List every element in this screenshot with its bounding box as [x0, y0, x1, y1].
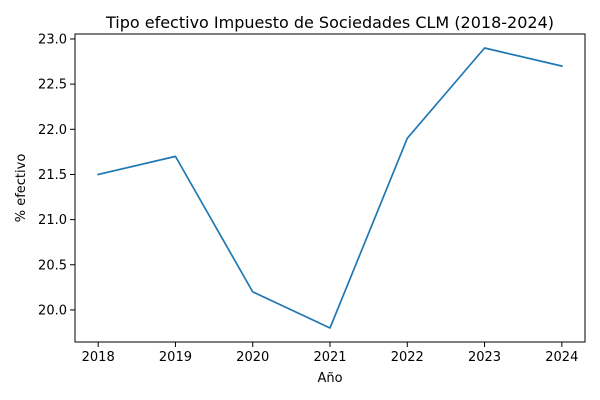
data-point-2023 [482, 45, 488, 51]
x-tick-label-2018: 2018 [82, 350, 115, 365]
data-point-2018 [95, 171, 101, 177]
data-point-2020 [250, 289, 256, 295]
data-point-2019 [172, 153, 178, 159]
y-tick-label-21.5: 21.5 [38, 168, 67, 183]
y-tick-label-20.5: 20.5 [38, 258, 67, 273]
y-axis-label: % efectivo [14, 154, 29, 223]
series-layer [95, 45, 565, 331]
x-tick-label-2022: 2022 [391, 350, 424, 365]
x-tick-label-2019: 2019 [159, 350, 192, 365]
x-tick-label-2024: 2024 [545, 350, 578, 365]
y-tick-label-23.0: 23.0 [38, 32, 67, 47]
x-tick-label-2023: 2023 [468, 350, 501, 365]
chart-title: Tipo efectivo Impuesto de Sociedades CLM… [105, 13, 554, 32]
x-tick-label-2021: 2021 [313, 350, 346, 365]
y-tick-label-21.0: 21.0 [38, 213, 67, 228]
x-axis-label: Año [317, 371, 342, 386]
data-point-2022 [404, 135, 410, 141]
y-tick-label-22.5: 22.5 [38, 78, 67, 93]
x-axis: 2018 2019 2020 2021 2022 2023 2024 [82, 342, 578, 365]
y-tick-label-22.0: 22.0 [38, 123, 67, 138]
series-line-0 [97, 47, 563, 329]
data-point-2024 [559, 63, 565, 69]
x-tick-label-2020: 2020 [236, 350, 269, 365]
data-point-2021 [327, 325, 333, 331]
y-axis: 20.0 20.5 21.0 21.5 22.0 22.5 23.0 [38, 32, 75, 318]
y-tick-label-20.0: 20.0 [38, 303, 67, 318]
